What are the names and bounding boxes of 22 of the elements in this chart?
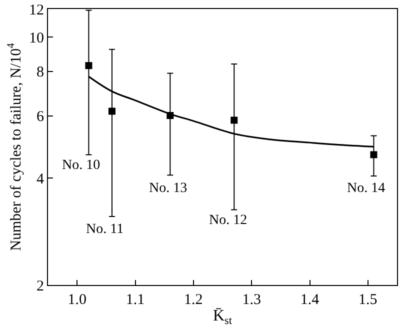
annotation: No. 11 [86,222,124,237]
y-tick-label: 4 [36,171,44,188]
x-tick-label: 1.0 [68,292,86,308]
x-tick-label: 1.2 [184,292,203,308]
point [370,151,378,158]
y-tick-label: 2 [36,278,44,294]
x-tick-label: 1.5 [358,292,378,308]
y-tick-label: 8 [36,64,44,81]
annotation: No. 13 [149,181,188,196]
point [85,62,92,70]
y-tick-label: 12 [29,2,44,18]
y-tick-label: 6 [36,109,44,126]
annotation: No. 14 [347,181,386,196]
y-tick-label: 10 [29,30,44,46]
x-tick-label: 1.3 [242,292,261,308]
annotation: No. 12 [209,213,248,228]
x-axis-title: K̄$_{st}$ [212,308,233,328]
point [108,108,116,115]
x-tick-label: 1.1 [126,292,145,308]
point [230,116,238,124]
annotation: No. 10 [62,158,100,173]
x-tick-label: 1.4 [300,292,320,308]
